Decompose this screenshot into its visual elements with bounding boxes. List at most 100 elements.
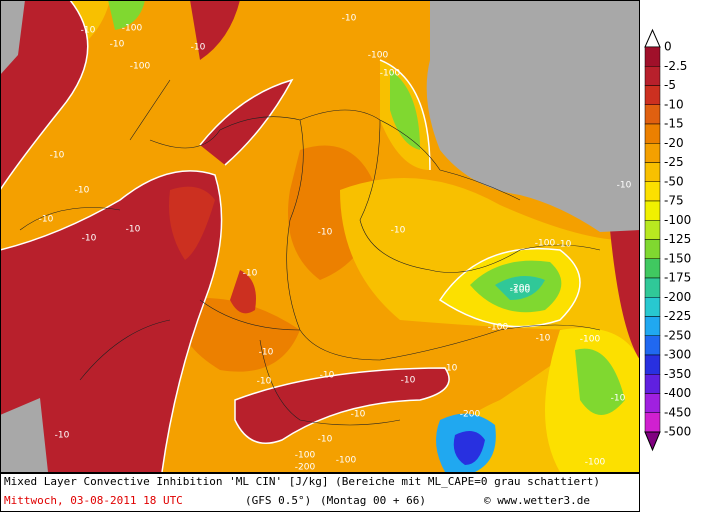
legend-label: -75: [664, 194, 684, 208]
legend-swatch: [644, 220, 661, 240]
field: [60, 0, 640, 472]
contour-label: -100: [122, 24, 143, 34]
contour-label: -10: [55, 431, 70, 441]
contour-label: -10: [110, 40, 125, 50]
field: [453, 431, 485, 465]
contour-label: -10: [257, 377, 272, 387]
contour-label: -100: [295, 451, 316, 461]
legend-label: -5: [664, 78, 676, 92]
contours: [0, 0, 581, 472]
contour-label: -100: [510, 286, 531, 296]
legend-swatch: [644, 85, 661, 105]
contour-label: -100: [535, 239, 556, 249]
contour-label: -100: [580, 335, 601, 345]
legend-swatch: [644, 297, 661, 317]
legend-label: -250: [664, 328, 691, 342]
contour-label: -10: [342, 14, 357, 24]
legend-swatch: [644, 46, 661, 67]
legend-swatch: [644, 200, 661, 221]
contour-label: -100: [130, 62, 151, 72]
caption-date: Mittwoch, 03-08-2011 18 UTC: [4, 494, 183, 507]
caption-title: Mixed Layer Convective Inhibition 'ML CI…: [4, 475, 600, 488]
legend-label: -10: [664, 97, 684, 111]
contour-label: -10: [617, 181, 632, 191]
contour-label: -10: [401, 376, 416, 386]
contour-label: -100: [488, 323, 509, 333]
legend-label: -450: [664, 405, 691, 419]
contour-label: -10: [557, 240, 572, 250]
caption-run: (Montag 00 + 66): [320, 494, 426, 507]
contour-label: -10: [391, 226, 406, 236]
contour-label: -10: [81, 26, 96, 36]
borders: [19, 79, 601, 426]
contour-label: -100: [336, 456, 357, 466]
field: [169, 186, 256, 314]
contour-label: -100: [585, 458, 606, 468]
legend-label: -350: [664, 367, 691, 381]
contour-label: -200: [460, 410, 481, 420]
contour-label: -10: [191, 43, 206, 53]
contour-label: -10: [243, 269, 258, 279]
legend-arrow: [644, 431, 661, 452]
legend-swatch: [644, 335, 661, 356]
field: [440, 248, 640, 472]
contour-label: -10: [259, 348, 274, 358]
map: -100-10-10-100-10-100-10-100-10-10-10-10…: [0, 0, 640, 473]
legend-swatch: [644, 374, 661, 394]
legend-label: 0: [664, 40, 672, 54]
contour-label: -100: [380, 69, 401, 79]
legend-label: -15: [664, 117, 684, 131]
legend-label: -200: [664, 290, 691, 304]
caption-box: [0, 473, 640, 512]
contour-label: -10: [126, 225, 141, 235]
caption-model: (GFS 0.5°): [245, 494, 311, 507]
field: [0, 0, 640, 472]
no-cape-area: [0, 0, 640, 472]
contour-label: -10: [39, 215, 54, 225]
legend-label: -25: [664, 155, 684, 169]
legend-swatch: [644, 258, 661, 279]
contour-labels: -100-10-10-100-10-100-10-100-10-10-10-10…: [39, 14, 632, 473]
legend-label: -300: [664, 348, 691, 362]
map-frame: [0, 0, 640, 473]
legend-swatch: [644, 354, 661, 375]
legend-arrow: [644, 28, 661, 48]
contour-label: -10: [318, 228, 333, 238]
legend-swatch: [644, 66, 661, 86]
legend-label: -500: [664, 425, 691, 439]
contour-label: -10: [50, 151, 65, 161]
legend-swatch: [644, 277, 661, 298]
field: [495, 276, 545, 300]
legend-swatch: [644, 123, 661, 144]
contour-label: -10: [318, 435, 333, 445]
legend-swatch: [644, 162, 661, 182]
legend-swatch: [644, 143, 661, 163]
legend-label: -50: [664, 174, 684, 188]
legend-label: -125: [664, 232, 691, 246]
contour-label: -10: [82, 234, 97, 244]
legend-swatch: [644, 316, 661, 336]
contour-label: -10: [351, 410, 366, 420]
legend-label: -20: [664, 136, 684, 150]
contour-label: -10: [320, 371, 335, 381]
legend-swatch: [644, 104, 661, 125]
contour-label: -10: [443, 364, 458, 374]
contour-label: -10: [611, 394, 626, 404]
legend-swatch: [644, 181, 661, 202]
legend-label: -150: [664, 251, 691, 265]
contour-label: -200: [295, 463, 316, 473]
legend-label: -225: [664, 309, 691, 323]
contour-label: -10: [75, 186, 90, 196]
legend-label: -100: [664, 213, 691, 227]
legend-swatch: [644, 239, 661, 259]
legend-swatch: [644, 393, 661, 413]
contour-label: -100: [368, 51, 389, 61]
caption-credit: © www.wetter3.de: [484, 494, 590, 507]
legend-swatch: [644, 412, 661, 433]
legend-label: -175: [664, 271, 691, 285]
contour-label: -10: [536, 334, 551, 344]
contour-label: -200: [510, 284, 531, 294]
field: [178, 145, 380, 372]
legend-label: -2.5: [664, 59, 687, 73]
